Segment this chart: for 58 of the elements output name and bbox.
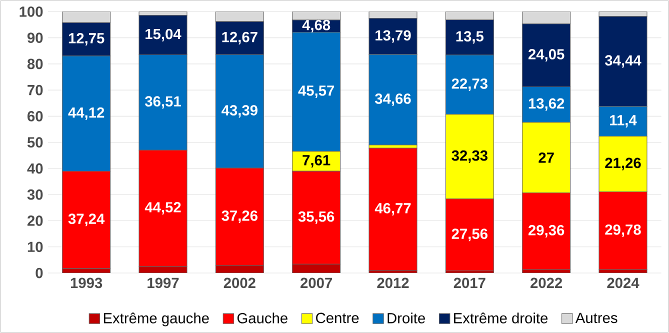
data-label: 34,44 [604,55,642,68]
data-label: 35,56 [298,211,334,224]
legend-label: Centre [316,312,359,324]
data-label: 13,79 [376,30,411,43]
data-label: 46,77 [374,203,411,216]
legend-label: Extrême droite [454,312,548,324]
data-label: 44,52 [144,202,181,215]
data-label: 24,05 [528,49,564,62]
x-tick-label: 2017 [454,278,486,288]
bar [445,12,494,20]
legend-label: Autres [575,312,618,324]
data-label: 15,04 [146,28,182,42]
bar [62,12,111,23]
y-tick-label: 10 [28,242,43,252]
data-label: 37,24 [68,214,105,226]
bar [368,148,418,271]
y-tick-label: 100 [20,6,43,17]
data-label: 12,67 [222,32,258,44]
data-label: 44,12 [68,107,104,120]
y-tick-label: 60 [28,111,43,122]
x-tick-label: 2022 [530,278,562,288]
y-tick-label: 20 [27,216,43,226]
data-label: 11,4 [610,115,637,128]
y-tick-label: 90 [27,32,43,43]
data-label: 43,39 [222,105,258,118]
bar [522,12,571,24]
data-label: 7,61 [302,155,330,168]
data-label: 13,62 [528,98,564,111]
data-label: 37,26 [222,210,258,223]
x-tick-label: 1997 [148,278,179,288]
legend-label: Gauche [237,312,288,324]
data-label: 27 [538,152,554,163]
bar [215,12,264,22]
data-label: 12,75 [68,33,104,46]
x-tick-label: 2024 [607,278,640,288]
x-tick-label: 2002 [224,278,256,288]
y-tick-label: 70 [28,84,43,96]
y-tick-label: 80 [27,58,43,70]
y-tick-label: 50 [27,137,43,148]
data-label: 27,56 [452,228,488,242]
data-label: 36,51 [144,96,181,109]
data-label: 29,36 [528,225,564,238]
x-tick-label: 1993 [70,278,102,288]
data-label: 29,78 [605,224,641,237]
y-tick-label: 0 [36,268,43,278]
data-label: 45,57 [298,86,334,98]
legend-label: Droite [388,312,425,324]
legend-label: Extrême gauche [104,312,209,326]
data-label: 21,26 [605,158,641,170]
data-label: 13,5 [456,31,484,44]
data-label: 34,66 [374,93,411,106]
data-label: 22,73 [452,78,488,91]
y-tick-label: 40 [27,163,43,174]
data-label: 32,33 [452,150,488,163]
x-tick-label: 2007 [300,278,332,288]
data-label: 4,68 [302,20,330,32]
x-tick-label: 2012 [377,278,409,288]
y-tick-label: 30 [27,189,43,200]
